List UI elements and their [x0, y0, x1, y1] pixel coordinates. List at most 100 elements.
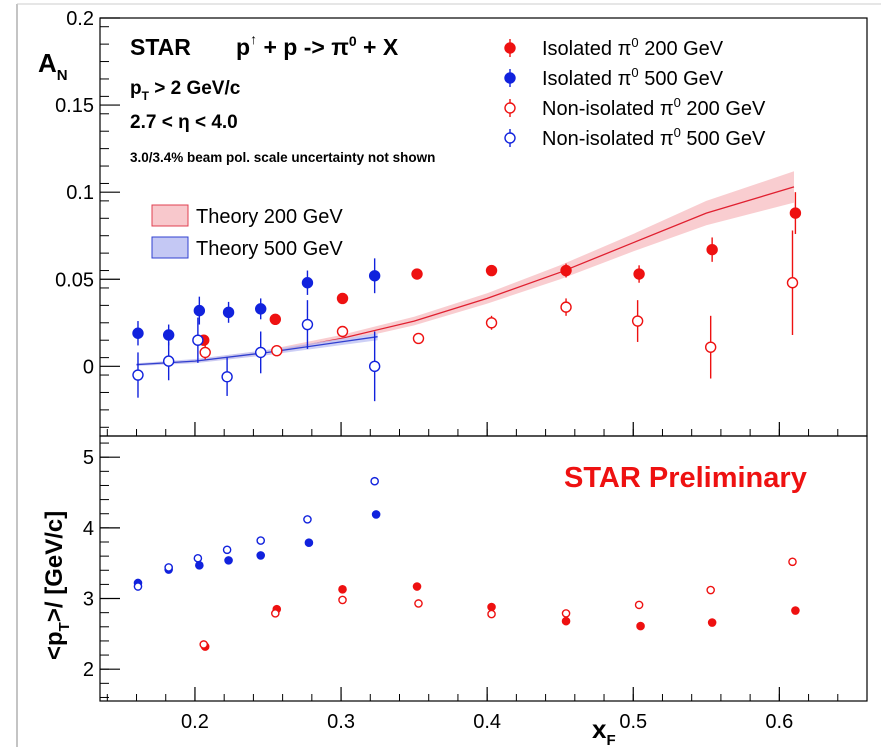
- pol-uncertainty-note: 3.0/3.4% beam pol. scale uncertainty not…: [130, 150, 435, 165]
- bottom-y-tick-label: 3: [83, 589, 94, 611]
- an-point-series-1: [302, 278, 312, 288]
- bottom-panel: 2 3 4 5 0.2 0.3 0.4 0.5 0.6 STAR Preliminary <p…: [41, 436, 867, 747]
- theory-legend-swatch: [152, 205, 188, 226]
- an-point-series-2: [413, 333, 423, 343]
- mean-pt-point-series-3: [304, 516, 311, 523]
- top-y-tick-label: 0.05: [55, 269, 94, 291]
- mean-pt-point-series-2: [707, 586, 714, 593]
- an-point-series-0: [707, 245, 717, 255]
- bottom-y-tick-label: 5: [83, 447, 94, 469]
- an-point-series-2: [272, 346, 282, 356]
- mean-pt-point-series-2: [635, 601, 642, 608]
- top-y-tick-label: 0.2: [66, 8, 94, 30]
- mean-pt-point-series-0: [792, 607, 799, 614]
- an-point-series-1: [194, 306, 204, 316]
- mean-pt-point-series-0: [339, 586, 346, 593]
- an-point-series-0: [487, 266, 497, 276]
- reaction-label: p↑ + p -> π0 + X: [236, 31, 399, 60]
- bottom-y-tick-label: 2: [83, 659, 94, 681]
- mean-pt-point-series-3: [165, 564, 172, 571]
- mean-pt-point-series-1: [373, 511, 380, 518]
- theory-band-0: [137, 171, 795, 365]
- an-point-series-2: [706, 342, 716, 352]
- theory-legend: Theory 200 GeV Theory 500 GeV: [152, 205, 343, 260]
- experiment-label: STAR: [130, 34, 191, 60]
- an-point-series-0: [338, 293, 348, 303]
- x-tick-label: 0.5: [619, 711, 647, 733]
- an-point-series-1: [164, 330, 174, 340]
- bottom-y-axis: 2 3 4 5: [83, 443, 120, 697]
- mean-pt-point-series-0: [562, 618, 569, 625]
- legend-entry-label: Isolated π0 200 GeV: [542, 35, 724, 60]
- mean-pt-point-series-1: [196, 562, 203, 569]
- an-point-series-2: [633, 316, 643, 326]
- bottom-x-axis: 0.2 0.3 0.4 0.5 0.6: [107, 687, 867, 733]
- mean-pt-point-series-0: [637, 622, 644, 629]
- legend-entry-label: Non-isolated π0 200 GeV: [542, 95, 766, 120]
- mean-pt-point-series-3: [257, 537, 264, 544]
- an-point-series-3: [164, 356, 174, 366]
- mean-pt-point-series-1: [225, 557, 232, 564]
- bottom-data-series: [134, 478, 799, 651]
- star-preliminary-label: STAR Preliminary: [564, 462, 807, 494]
- an-point-series-2: [487, 318, 497, 328]
- mean-pt-point-series-2: [562, 610, 569, 617]
- an-point-series-3: [370, 361, 380, 371]
- x-tick-label: 0.2: [181, 711, 209, 733]
- theory-legend-swatch: [152, 237, 188, 258]
- an-point-series-0: [561, 266, 571, 276]
- mean-pt-point-series-0: [709, 619, 716, 626]
- top-y-tick-label: 0.15: [55, 95, 94, 117]
- theory-legend-label: Theory 500 GeV: [196, 238, 343, 260]
- an-point-series-3: [193, 335, 203, 345]
- legend-entry-label: Isolated π0 500 GeV: [542, 65, 724, 90]
- an-point-series-3: [133, 370, 143, 380]
- an-point-series-1: [370, 271, 380, 281]
- x-tick-label: 0.6: [765, 711, 793, 733]
- top-x-ticks: [107, 422, 867, 436]
- mean-pt-point-series-2: [200, 641, 207, 648]
- legend-marker: [505, 43, 515, 53]
- eta-cut-label: 2.7 < η < 4.0: [130, 112, 238, 133]
- an-point-series-3: [256, 347, 266, 357]
- an-point-series-3: [302, 320, 312, 330]
- mean-pt-point-series-1: [305, 539, 312, 546]
- an-point-series-2: [338, 327, 348, 337]
- top-panel: 0 0.05 0.1 0.15 0.2 AN STAR p↑ + p -> π0 + X…: [38, 8, 867, 436]
- mean-pt-point-series-3: [224, 546, 231, 553]
- legend-marker: [505, 73, 515, 83]
- legend-marker: [505, 103, 515, 113]
- an-point-series-2: [200, 347, 210, 357]
- mean-pt-point-series-2: [789, 558, 796, 565]
- an-point-series-0: [270, 314, 280, 324]
- legend-entry-label: Non-isolated π0 500 GeV: [542, 125, 766, 150]
- an-point-series-2: [561, 302, 571, 312]
- an-point-series-1: [256, 304, 266, 314]
- an-point-series-0: [790, 208, 800, 218]
- an-point-series-2: [787, 278, 797, 288]
- mean-pt-point-series-0: [413, 583, 420, 590]
- x-tick-label: 0.3: [327, 711, 355, 733]
- mean-pt-point-series-3: [134, 583, 141, 590]
- an-point-series-1: [224, 307, 234, 317]
- an-point-series-0: [634, 269, 644, 279]
- mean-pt-point-series-3: [194, 555, 201, 562]
- an-point-series-0: [412, 269, 422, 279]
- an-point-series-3: [222, 372, 232, 382]
- mean-pt-point-series-2: [488, 610, 495, 617]
- legend-marker: [505, 133, 515, 143]
- mean-pt-point-series-0: [488, 603, 495, 610]
- y-axis-label-mean-pt: <pT>/ [GeV/c]: [41, 511, 73, 660]
- mean-pt-point-series-2: [339, 596, 346, 603]
- an-point-series-1: [133, 328, 143, 338]
- mean-pt-point-series-2: [272, 610, 279, 617]
- bottom-y-tick-label: 4: [83, 518, 94, 540]
- theory-curves: [137, 171, 795, 366]
- mean-pt-point-series-2: [415, 600, 422, 607]
- pt-cut-label: pT > 2 GeV/c: [130, 78, 241, 103]
- y-axis-label-an: AN: [38, 48, 68, 84]
- top-y-tick-label: 0: [83, 356, 94, 378]
- data-legend: Isolated π0 200 GeV Isolated π0 500 GeV No…: [505, 35, 766, 150]
- mean-pt-point-series-3: [371, 478, 378, 485]
